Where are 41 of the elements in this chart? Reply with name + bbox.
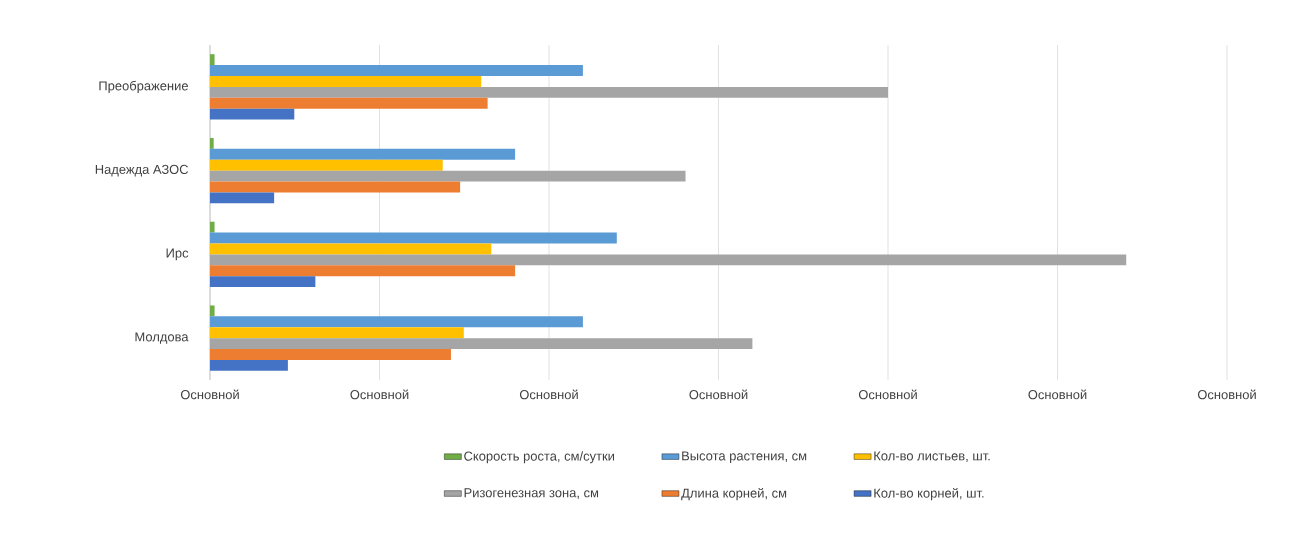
text: Основной	[1028, 389, 1087, 400]
bar	[210, 86, 888, 98]
text: Основной	[350, 389, 409, 400]
bar	[210, 181, 461, 193]
text: Основной	[519, 389, 578, 400]
bar	[210, 243, 492, 255]
bar	[210, 170, 686, 182]
bar	[210, 305, 215, 317]
bar	[210, 75, 482, 87]
legend-label: Ризогенезная зона, см	[464, 488, 599, 499]
y-tick-label: Ирс	[166, 248, 189, 261]
bar	[210, 359, 288, 371]
y-tick-label: Надежда АЗОС	[95, 164, 189, 177]
text: Основной	[858, 389, 917, 400]
legend-label: Кол-во листьев, шт.	[874, 451, 990, 462]
bar	[210, 254, 1127, 266]
bar	[210, 316, 583, 328]
y-tick-label: Преображение	[99, 80, 188, 93]
bar	[210, 232, 617, 244]
bar	[210, 108, 295, 120]
bar	[210, 159, 443, 171]
text: Основной	[689, 389, 748, 400]
bar	[210, 148, 516, 160]
bar	[210, 265, 516, 277]
legend-label: Кол-во корней, шт.	[874, 487, 984, 501]
bar	[210, 276, 316, 288]
legend-label: Длина корней, см	[681, 487, 787, 501]
text: Основной	[180, 389, 239, 400]
bar	[210, 137, 214, 149]
y-tick-label: Молдова	[135, 332, 189, 344]
bar	[210, 327, 464, 339]
text: Основной	[1197, 389, 1256, 400]
bar	[210, 221, 215, 233]
bar	[210, 65, 583, 76]
bar	[210, 349, 451, 360]
bar	[210, 192, 275, 204]
legend-label: Высота растения, см	[682, 451, 807, 464]
bar	[210, 54, 215, 66]
bar	[210, 338, 753, 350]
legend-label: Скорость роста, см/сутки	[464, 451, 615, 464]
bar	[210, 97, 488, 109]
